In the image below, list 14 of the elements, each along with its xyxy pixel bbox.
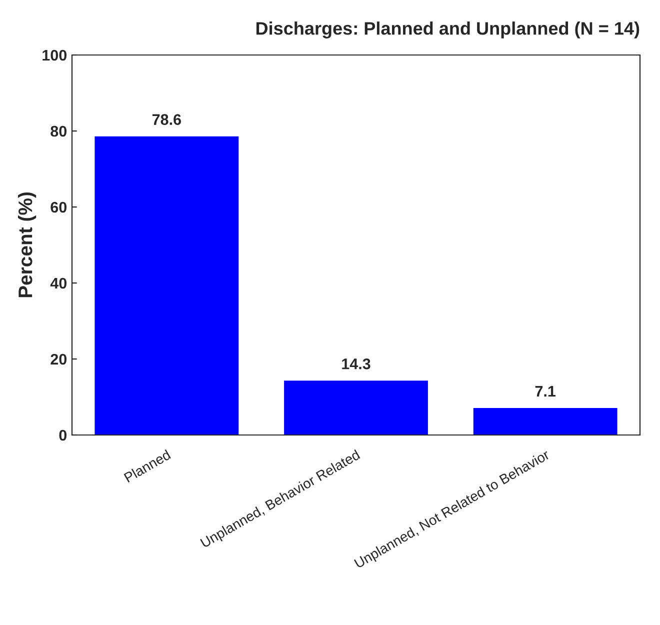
data-label: 14.3: [342, 358, 370, 370]
y-axis-title: Percent (%): [18, 192, 36, 298]
data-label: 7.1: [535, 386, 556, 397]
bar: [94, 136, 239, 435]
y-tick-label: 100: [42, 50, 67, 61]
chart-title: Discharges: Planned and Unplanned (N = 14): [256, 22, 640, 38]
bar: [473, 408, 618, 435]
data-label: 78.6: [152, 114, 181, 125]
bar: [284, 380, 428, 435]
y-tick-label: 60: [50, 202, 67, 213]
y-tick-label: 40: [50, 278, 67, 289]
y-tick-label: 20: [50, 354, 67, 365]
y-tick-label: 80: [50, 126, 67, 137]
y-tick-label: 0: [59, 430, 67, 441]
